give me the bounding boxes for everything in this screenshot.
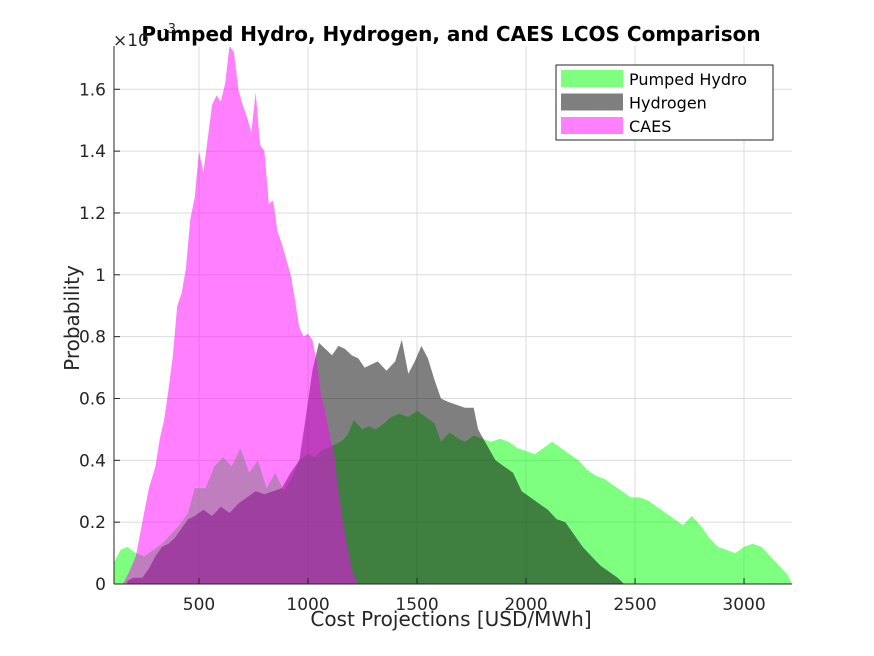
legend-entries: Pumped Hydro Hydrogen CAES xyxy=(561,70,747,136)
x-tick-label: 1000 xyxy=(286,595,329,615)
legend-label-caes: CAES xyxy=(629,117,671,136)
y-tick-label: 1.2 xyxy=(79,204,106,224)
y-tick-label: 0.2 xyxy=(79,513,106,533)
legend-swatch-pumped-hydro xyxy=(561,70,623,87)
x-tick-label: 3000 xyxy=(722,595,765,615)
legend-swatch-caes xyxy=(561,117,623,134)
series-area-caes xyxy=(122,46,361,584)
y-tick-label: 0 xyxy=(95,575,106,595)
y-axis-label: Probability xyxy=(60,265,84,371)
x-tick-label: 2000 xyxy=(504,595,547,615)
y-exponent-base: ×10 xyxy=(113,31,149,51)
y-tick-label: 1.4 xyxy=(79,142,106,162)
axes xyxy=(113,46,792,585)
y-ticks: 0 0.2 0.4 0.6 0.8 1 1.2 1.4 1.6 xyxy=(79,80,120,595)
y-tick-label: 0.6 xyxy=(79,389,106,409)
y-exponent-label: ×10 -3 xyxy=(113,22,176,51)
y-tick-label: 0.8 xyxy=(79,328,106,348)
x-axis-label: Cost Projections [USD/MWh] xyxy=(310,607,591,631)
chart-title: Pumped Hydro, Hydrogen, and CAES LCOS Co… xyxy=(141,22,760,46)
y-tick-label: 1.6 xyxy=(79,80,106,100)
legend-label-pumped-hydro: Pumped Hydro xyxy=(629,70,747,89)
x-ticks: 500 1000 1500 2000 2500 3000 xyxy=(183,578,766,615)
y-exponent-power: -3 xyxy=(163,22,176,37)
y-tick-label: 1 xyxy=(95,266,106,286)
series-areas xyxy=(114,46,792,584)
legend-label-hydrogen: Hydrogen xyxy=(629,94,707,113)
y-tick-label: 0.4 xyxy=(79,451,106,471)
x-tick-label: 500 xyxy=(183,595,215,615)
legend: Pumped Hydro Hydrogen CAES xyxy=(555,64,774,141)
x-tick-label: 2500 xyxy=(613,595,656,615)
legend-swatch-hydrogen xyxy=(561,93,623,111)
x-tick-label: 1500 xyxy=(395,595,438,615)
